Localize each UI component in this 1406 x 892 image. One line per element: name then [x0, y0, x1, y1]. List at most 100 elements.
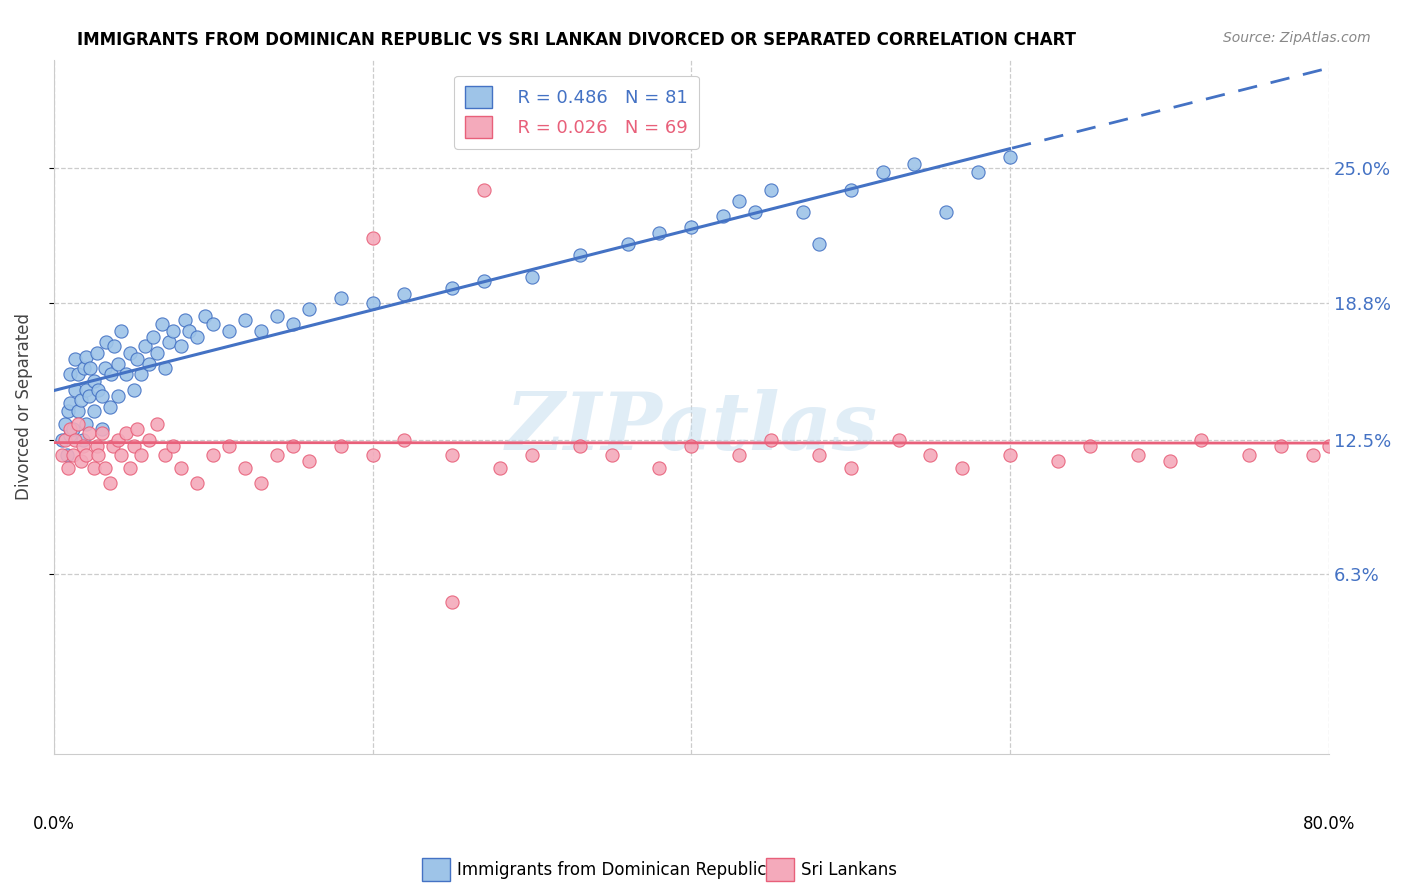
Point — [839, 183, 862, 197]
Point — [872, 165, 894, 179]
Point — [75, 448, 97, 462]
Point — [157, 334, 180, 349]
Y-axis label: Divorced or Separated: Divorced or Separated — [15, 313, 32, 500]
Point — [107, 433, 129, 447]
Point — [441, 448, 464, 462]
Point — [281, 439, 304, 453]
Point — [744, 204, 766, 219]
Point — [728, 194, 751, 208]
Point — [711, 209, 734, 223]
Point — [298, 302, 321, 317]
Point — [53, 417, 76, 432]
Point — [72, 433, 94, 447]
Point — [87, 448, 110, 462]
Point — [56, 460, 79, 475]
Point — [648, 460, 671, 475]
Point — [329, 292, 352, 306]
Point — [83, 460, 105, 475]
Point — [146, 345, 169, 359]
Point — [266, 448, 288, 462]
Point — [329, 439, 352, 453]
Point — [967, 165, 990, 179]
Point — [122, 383, 145, 397]
Point — [66, 404, 89, 418]
Point — [441, 595, 464, 609]
Point — [681, 219, 703, 234]
Point — [101, 439, 124, 453]
Point — [950, 460, 973, 475]
Text: ZIPatlas: ZIPatlas — [505, 389, 877, 467]
Text: Sri Lankans: Sri Lankans — [801, 861, 897, 879]
Point — [186, 475, 208, 490]
Point — [681, 439, 703, 453]
Point — [233, 313, 256, 327]
Point — [1302, 448, 1324, 462]
Point — [1317, 439, 1340, 453]
Point — [125, 352, 148, 367]
Point — [472, 183, 495, 197]
Point — [66, 368, 89, 382]
Point — [86, 345, 108, 359]
Point — [79, 360, 101, 375]
Point — [202, 448, 225, 462]
Point — [107, 357, 129, 371]
Point — [903, 157, 925, 171]
Point — [1159, 454, 1181, 468]
Point — [63, 383, 86, 397]
Point — [131, 368, 153, 382]
Point — [142, 330, 165, 344]
Point — [90, 389, 112, 403]
Point — [839, 460, 862, 475]
Point — [114, 368, 136, 382]
Point — [110, 448, 132, 462]
Point — [138, 433, 160, 447]
Point — [520, 448, 543, 462]
Point — [122, 439, 145, 453]
Point — [63, 352, 86, 367]
Point — [83, 404, 105, 418]
Point — [792, 204, 814, 219]
Point — [120, 460, 142, 475]
Point — [489, 460, 512, 475]
Point — [138, 357, 160, 371]
Point — [1046, 454, 1069, 468]
Text: 80.0%: 80.0% — [1303, 815, 1355, 833]
Point — [218, 439, 240, 453]
Point — [150, 318, 173, 332]
Point — [86, 439, 108, 453]
Point — [170, 339, 193, 353]
Point — [63, 433, 86, 447]
Point — [59, 422, 82, 436]
Point — [59, 368, 82, 382]
Point — [77, 389, 100, 403]
Point — [56, 404, 79, 418]
Point — [1270, 439, 1292, 453]
Point — [66, 417, 89, 432]
Point — [170, 460, 193, 475]
Point — [520, 269, 543, 284]
Point — [887, 433, 910, 447]
Point — [125, 422, 148, 436]
Point — [114, 425, 136, 440]
Point — [110, 324, 132, 338]
Point — [70, 393, 93, 408]
Point — [202, 318, 225, 332]
Point — [648, 227, 671, 241]
Point — [441, 280, 464, 294]
Legend:   R = 0.486   N = 81,   R = 0.026   N = 69: R = 0.486 N = 81, R = 0.026 N = 69 — [454, 76, 699, 149]
Point — [1126, 448, 1149, 462]
Text: IMMIGRANTS FROM DOMINICAN REPUBLIC VS SRI LANKAN DIVORCED OR SEPARATED CORRELATI: IMMIGRANTS FROM DOMINICAN REPUBLIC VS SR… — [77, 31, 1077, 49]
Point — [361, 448, 384, 462]
Point — [568, 248, 591, 262]
Point — [83, 374, 105, 388]
Point — [62, 448, 84, 462]
Point — [155, 448, 177, 462]
Point — [62, 422, 84, 436]
Point — [77, 425, 100, 440]
Point — [87, 383, 110, 397]
Point — [146, 417, 169, 432]
Point — [266, 309, 288, 323]
Point — [94, 460, 117, 475]
Point — [134, 339, 156, 353]
Point — [759, 183, 782, 197]
